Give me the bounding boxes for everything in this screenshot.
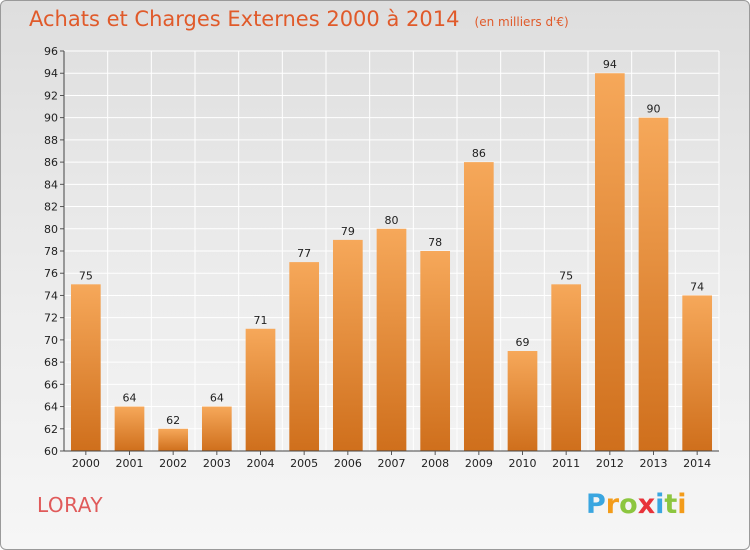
- y-tick-label: 96: [44, 45, 58, 58]
- bar-2000: [70, 284, 101, 451]
- logo-letter: i: [655, 489, 665, 520]
- x-tick-label: 2005: [290, 457, 318, 470]
- data-label-2014: 74: [690, 280, 704, 293]
- bar-2011: [551, 284, 582, 451]
- proxiti-logo[interactable]: Proxiti: [586, 489, 687, 520]
- logo-letter: t: [664, 489, 678, 520]
- data-label-2006: 79: [341, 225, 355, 238]
- x-tick-label: 2012: [596, 457, 624, 470]
- data-label-2008: 78: [428, 236, 442, 249]
- y-tick-label: 86: [44, 156, 58, 169]
- x-tick-label: 2007: [378, 457, 406, 470]
- bar-2013: [638, 117, 669, 452]
- data-label-2000: 75: [79, 269, 93, 282]
- logo-letter: o: [619, 489, 638, 520]
- x-tick-label: 2002: [159, 457, 187, 470]
- chart-unit: (en milliers d'€): [474, 15, 569, 29]
- y-tick-label: 74: [44, 289, 58, 302]
- x-tick-label: 2013: [640, 457, 668, 470]
- bar-2012: [594, 73, 625, 451]
- x-tick-label: 2011: [552, 457, 580, 470]
- x-tick-label: 2008: [421, 457, 449, 470]
- bar-2004: [245, 328, 276, 451]
- x-tick-label: 2000: [72, 457, 100, 470]
- data-label-2007: 80: [385, 214, 399, 227]
- x-tick-label: 2014: [683, 457, 711, 470]
- x-tick-label: 2010: [509, 457, 537, 470]
- x-tick-label: 2003: [203, 457, 231, 470]
- data-label-2005: 77: [297, 247, 311, 260]
- bar-2006: [332, 239, 363, 451]
- logo-letter: P: [586, 489, 606, 520]
- data-label-2012: 94: [603, 58, 617, 71]
- bar-2005: [289, 262, 320, 451]
- chart-title: Achats et Charges Externes 2000 à 2014: [29, 7, 460, 31]
- y-tick-label: 78: [44, 245, 58, 258]
- y-tick-label: 76: [44, 267, 58, 280]
- logo-letter: x: [637, 489, 656, 520]
- bar-2007: [376, 228, 407, 451]
- bar-2001: [114, 406, 145, 451]
- data-label-2003: 64: [210, 392, 224, 405]
- data-label-2013: 90: [647, 103, 661, 116]
- y-tick-label: 88: [44, 134, 58, 147]
- bar-2009: [463, 162, 494, 451]
- bar-2010: [507, 351, 538, 451]
- y-tick-label: 92: [44, 89, 58, 102]
- y-tick-label: 82: [44, 201, 58, 214]
- chart-title-row: Achats et Charges Externes 2000 à 2014 (…: [29, 7, 569, 31]
- bar-2003: [201, 406, 232, 451]
- x-tick-label: 2009: [465, 457, 493, 470]
- y-tick-label: 70: [44, 334, 58, 347]
- data-label-2010: 69: [516, 336, 530, 349]
- y-tick-label: 60: [44, 445, 58, 458]
- y-tick-label: 84: [44, 178, 58, 191]
- y-tick-label: 94: [44, 67, 58, 80]
- data-label-2009: 86: [472, 147, 486, 160]
- y-tick-label: 80: [44, 223, 58, 236]
- data-label-2001: 64: [123, 392, 137, 405]
- y-tick-label: 62: [44, 423, 58, 436]
- x-tick-label: 2004: [247, 457, 275, 470]
- y-tick-label: 72: [44, 312, 58, 325]
- commune-name: LORAY: [37, 493, 104, 517]
- y-tick-label: 64: [44, 401, 58, 414]
- bar-2008: [420, 251, 451, 451]
- y-tick-label: 68: [44, 356, 58, 369]
- bar-2014: [682, 295, 713, 451]
- y-tick-label: 90: [44, 112, 58, 125]
- data-label-2004: 71: [254, 314, 268, 327]
- x-tick-label: 2006: [334, 457, 362, 470]
- data-label-2002: 62: [166, 414, 180, 427]
- x-tick-label: 2001: [116, 457, 144, 470]
- logo-letter: i: [677, 489, 687, 520]
- bar-2002: [158, 428, 189, 451]
- logo-letter: r: [605, 489, 620, 520]
- data-label-2011: 75: [559, 269, 573, 282]
- y-tick-label: 66: [44, 378, 58, 391]
